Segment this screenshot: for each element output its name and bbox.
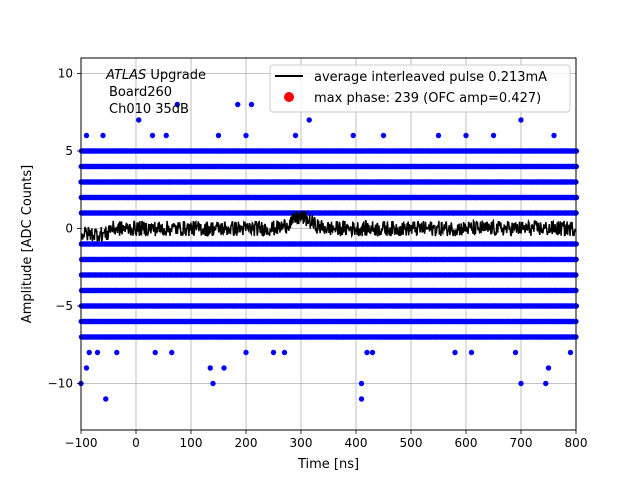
scatter-point (84, 133, 89, 138)
scatter-point (359, 381, 364, 386)
scatter-point (164, 133, 169, 138)
scatter-point (216, 133, 221, 138)
scatter-point (568, 350, 573, 355)
scatter-point (84, 365, 89, 370)
x-tick-label: 100 (180, 436, 203, 450)
scatter-point (293, 133, 298, 138)
x-tick-label: 400 (345, 436, 368, 450)
scatter-point (518, 381, 523, 386)
scatter-point (153, 350, 158, 355)
x-tick-label: −100 (65, 436, 98, 450)
scatter-point (436, 133, 441, 138)
scatter-point (100, 133, 105, 138)
scatter-point (491, 133, 496, 138)
scatter-point (463, 133, 468, 138)
scatter-point (359, 396, 364, 401)
scatter-point (364, 350, 369, 355)
x-tick-label: 200 (235, 436, 258, 450)
x-tick-label: 0 (132, 436, 140, 450)
scatter-point (136, 117, 141, 122)
scatter-point (543, 381, 548, 386)
scatter-point (235, 102, 240, 107)
scatter-point (518, 117, 523, 122)
scatter-point (103, 396, 108, 401)
scatter-point (452, 350, 457, 355)
scatter-point (221, 365, 226, 370)
scatter-point (381, 133, 386, 138)
scatter-point (208, 365, 213, 370)
scatter-point (351, 133, 356, 138)
scatter-point (469, 350, 474, 355)
scatter-point (551, 133, 556, 138)
scatter-point (370, 350, 375, 355)
scatter-point (546, 365, 551, 370)
scatter-point (243, 350, 248, 355)
scatter-point (95, 350, 100, 355)
scatter-point (282, 350, 287, 355)
scatter-point (169, 350, 174, 355)
scatter-point (271, 350, 276, 355)
scatter-point (150, 133, 155, 138)
scatter-point (243, 133, 248, 138)
scatter-point (249, 102, 254, 107)
x-tick-label: 300 (290, 436, 313, 450)
scatter-point (114, 350, 119, 355)
scatter-point (210, 381, 215, 386)
scatter-point (513, 350, 518, 355)
scatter-point (87, 350, 92, 355)
scatter-point (307, 117, 312, 122)
